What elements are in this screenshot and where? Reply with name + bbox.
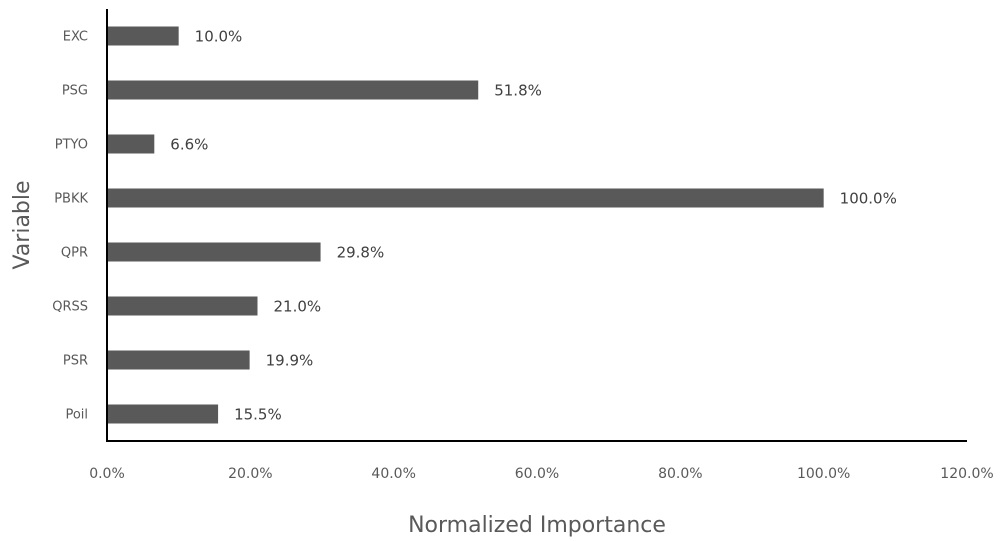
- data-label-qrss: 21.0%: [274, 298, 322, 316]
- bar-qrss: [107, 296, 258, 316]
- x-tick-label: 60.0%: [515, 466, 559, 482]
- x-tick-labels-group: 0.0% 20.0% 40.0% 60.0% 80.0% 100.0% 120.0%: [89, 466, 993, 482]
- x-tick-label: 40.0%: [371, 466, 415, 482]
- data-label-psr: 19.9%: [266, 352, 314, 370]
- data-label-psg: 51.8%: [494, 82, 542, 100]
- bar-psr: [107, 350, 250, 370]
- data-label-pbkk: 100.0%: [840, 190, 897, 208]
- category-label-qpr: QPR: [61, 246, 88, 261]
- x-tick-label: 100.0%: [797, 466, 850, 482]
- data-label-exc: 10.0%: [195, 28, 243, 46]
- x-axis-title: Normalized Importance: [408, 513, 666, 538]
- category-labels-group: EXC PSG PTYO PBKK QPR QRSS PSR Poil: [52, 30, 88, 423]
- bars-group: [107, 26, 824, 424]
- category-label-poil: Poil: [65, 408, 88, 423]
- bar-pbkk: [107, 188, 824, 208]
- x-tick-label: 120.0%: [940, 466, 993, 482]
- data-label-ptyo: 6.6%: [170, 136, 208, 154]
- category-label-ptyo: PTYO: [55, 138, 88, 153]
- category-label-psr: PSR: [63, 354, 88, 369]
- category-label-qrss: QRSS: [52, 300, 88, 315]
- x-tick-label: 0.0%: [89, 466, 125, 482]
- category-label-psg: PSG: [62, 84, 88, 99]
- x-tick-label: 80.0%: [658, 466, 702, 482]
- y-axis-title: Variable: [10, 180, 35, 269]
- bar-psg: [107, 80, 479, 100]
- x-tick-label: 20.0%: [228, 466, 272, 482]
- data-labels-group: 10.0% 51.8% 6.6% 100.0% 29.8% 21.0% 19.9% 15.5%: [170, 28, 897, 424]
- category-label-pbkk: PBKK: [54, 192, 88, 207]
- bar-ptyo: [107, 134, 155, 154]
- bar-poil: [107, 404, 219, 424]
- data-label-poil: 15.5%: [234, 406, 282, 424]
- bar-qpr: [107, 242, 321, 262]
- category-label-exc: EXC: [63, 30, 88, 45]
- bar-exc: [107, 26, 179, 46]
- data-label-qpr: 29.8%: [337, 244, 385, 262]
